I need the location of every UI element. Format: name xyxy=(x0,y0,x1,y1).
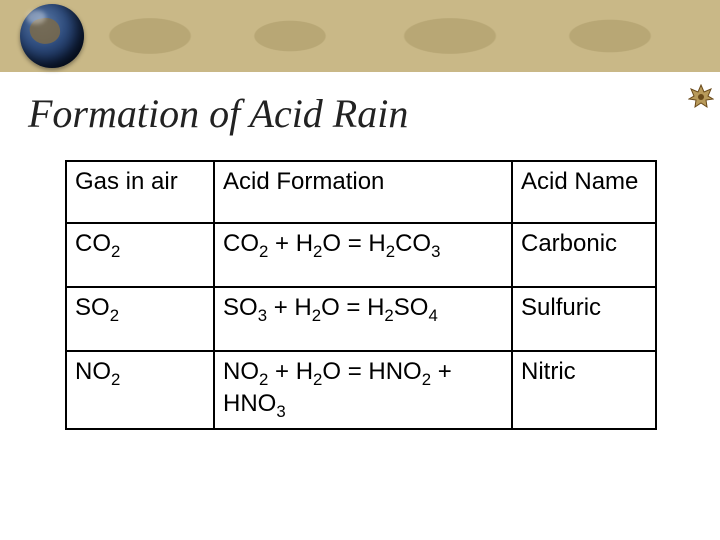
globe-icon xyxy=(20,4,84,68)
cell-gas: SO2 xyxy=(66,287,214,351)
page-title: Formation of Acid Rain xyxy=(28,90,408,137)
acid-rain-table: Gas in air Acid Formation Acid Name CO2 … xyxy=(65,160,655,430)
cell-name: Sulfuric xyxy=(512,287,656,351)
table-row: NO2 NO2 + H2O = HNO2 + HNO3 Nitric xyxy=(66,351,656,429)
cell-name: Carbonic xyxy=(512,223,656,287)
nav-star-icon[interactable] xyxy=(688,84,714,110)
cell-formation: CO2 + H2O = H2CO3 xyxy=(214,223,512,287)
cell-gas: CO2 xyxy=(66,223,214,287)
cell-gas: NO2 xyxy=(66,351,214,429)
table-row: CO2 CO2 + H2O = H2CO3 Carbonic xyxy=(66,223,656,287)
header-formation: Acid Formation xyxy=(214,161,512,223)
cell-formation: SO3 + H2O = H2SO4 xyxy=(214,287,512,351)
table-row: SO2 SO3 + H2O = H2SO4 Sulfuric xyxy=(66,287,656,351)
cell-formation: NO2 + H2O = HNO2 + HNO3 xyxy=(214,351,512,429)
header-name: Acid Name xyxy=(512,161,656,223)
cell-name: Nitric xyxy=(512,351,656,429)
slide-banner xyxy=(0,0,720,72)
table-header-row: Gas in air Acid Formation Acid Name xyxy=(66,161,656,223)
world-map-strip xyxy=(90,0,720,72)
header-gas: Gas in air xyxy=(66,161,214,223)
